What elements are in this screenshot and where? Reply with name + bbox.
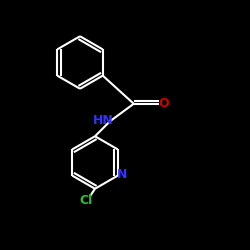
Text: Cl: Cl	[80, 194, 93, 206]
Text: O: O	[158, 97, 168, 110]
Text: N: N	[117, 168, 128, 181]
Text: HN: HN	[92, 114, 114, 126]
